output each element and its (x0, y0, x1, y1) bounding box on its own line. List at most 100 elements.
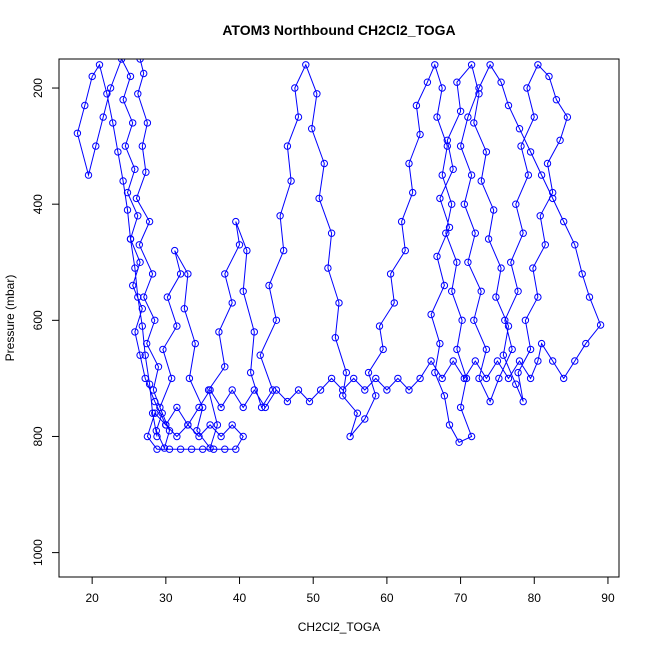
plot-data-layer (73, 59, 605, 453)
data-point (138, 142, 147, 150)
data-point (394, 374, 402, 383)
data-point (138, 322, 147, 330)
data-point (117, 59, 126, 63)
data-point (165, 445, 174, 453)
data-point (534, 61, 542, 69)
data-point (504, 374, 513, 383)
data-point (250, 386, 259, 394)
data-point (136, 258, 144, 266)
data-point (114, 148, 122, 156)
data-point (545, 72, 553, 81)
data-point (261, 403, 269, 412)
data-point (514, 368, 522, 377)
data-point (350, 374, 358, 383)
data-point (361, 415, 369, 423)
data-point (148, 270, 157, 278)
data-point (152, 427, 161, 435)
data-point (375, 322, 384, 330)
data-point (129, 119, 137, 127)
data-point (180, 305, 189, 313)
data-point (316, 386, 325, 394)
data-point (131, 264, 139, 272)
plot-frame (58, 58, 620, 578)
data-point (501, 316, 509, 324)
data-point (213, 421, 222, 429)
y-tick-label: 800 (31, 426, 45, 446)
data-point (534, 293, 542, 301)
data-point (523, 84, 531, 92)
data-point (526, 374, 535, 383)
x-tick-label: 60 (380, 591, 394, 605)
data-point (482, 374, 491, 383)
data-point (467, 432, 476, 441)
data-point (504, 322, 513, 330)
data-point (493, 357, 502, 365)
data-point (142, 168, 150, 176)
data-point (440, 392, 449, 400)
data-point (154, 363, 163, 371)
data-point (521, 316, 530, 324)
data-point (530, 113, 538, 121)
data-point (526, 148, 535, 156)
data-point (536, 212, 544, 220)
data-point (283, 397, 292, 406)
data-point (508, 345, 516, 354)
data-point (571, 241, 579, 249)
data-point (431, 61, 439, 69)
data-point (159, 345, 167, 354)
data-point (495, 374, 503, 383)
data-point (492, 293, 500, 301)
data-point (458, 316, 466, 324)
data-point (541, 241, 549, 249)
data-point (135, 241, 144, 249)
data-point (138, 305, 147, 313)
data-point (294, 386, 303, 394)
data-point (95, 61, 104, 69)
data-point (215, 328, 223, 336)
data-point (449, 357, 457, 365)
data-point (448, 200, 456, 208)
series-line (76, 59, 602, 450)
data-point (534, 357, 542, 365)
data-point (335, 299, 343, 307)
data-point (456, 107, 465, 116)
data-point (294, 113, 303, 121)
data-point (596, 321, 605, 329)
data-point (549, 194, 557, 203)
data-point (537, 171, 546, 179)
data-point (331, 334, 339, 342)
chart-title: ATOM3 Northbound CH2Cl2_TOGA (222, 22, 455, 38)
data-point (449, 165, 457, 174)
data-point (109, 119, 117, 127)
data-point (453, 345, 461, 354)
data-point (302, 61, 310, 69)
data-point (280, 246, 288, 255)
data-point (456, 403, 465, 412)
data-point (383, 386, 391, 394)
data-point (232, 445, 240, 453)
data-point (342, 368, 351, 377)
data-point (250, 328, 259, 336)
data-point (143, 339, 151, 348)
data-point (401, 246, 409, 255)
data-point (153, 445, 161, 453)
data-point (143, 432, 152, 441)
data-point (134, 212, 142, 220)
data-point (556, 136, 564, 145)
data-point (427, 357, 435, 365)
data-point (427, 310, 435, 319)
data-point (184, 421, 192, 429)
data-point (471, 229, 479, 237)
data-point (185, 374, 194, 383)
data-point (462, 374, 471, 383)
data-point (490, 206, 498, 214)
data-point (475, 374, 483, 383)
data-point (416, 374, 424, 383)
data-point (409, 188, 417, 197)
data-point (149, 386, 158, 394)
data-point (438, 84, 446, 92)
data-point (507, 258, 515, 266)
data-point (515, 125, 524, 133)
data-point (549, 357, 557, 365)
data-point (81, 101, 89, 110)
